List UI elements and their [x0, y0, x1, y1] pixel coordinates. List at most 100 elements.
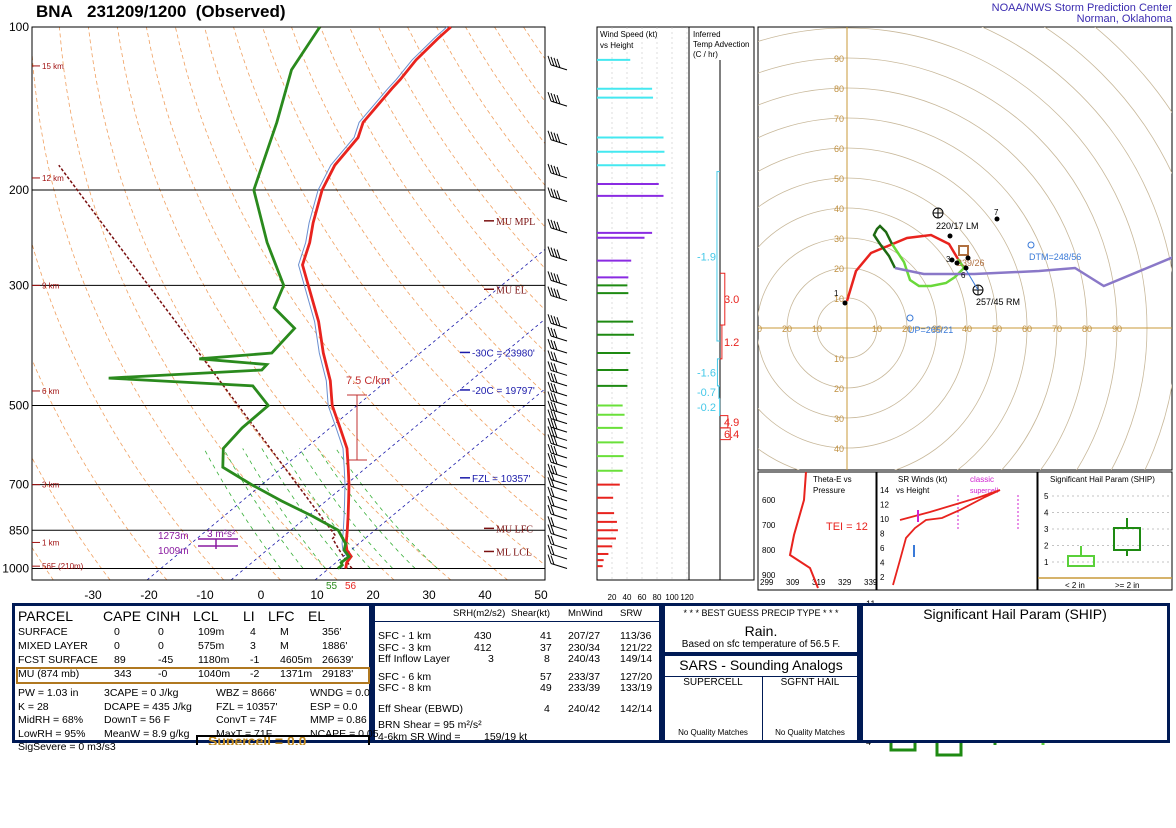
- barb-flag: [550, 382, 555, 393]
- hodo-x-label-neg: 90: [572, 324, 582, 334]
- kin-divider: [372, 621, 662, 622]
- wind-barb: [547, 409, 568, 425]
- wind-barb: [547, 400, 568, 416]
- barb-flag: [553, 93, 558, 104]
- srw-y-label: 12: [880, 501, 889, 510]
- kin-mnwind: 240/43: [568, 653, 601, 665]
- barb-flag: [553, 402, 558, 412]
- parcel-header: LI: [243, 608, 255, 624]
- wind-barb: [547, 504, 568, 520]
- barb-flag: [550, 419, 555, 429]
- wind-barb: [547, 477, 568, 492]
- ship-title: Significant Hail Param (SHIP): [1050, 475, 1155, 484]
- hodo-dot: [954, 260, 960, 266]
- skewt-frame: [31, 26, 546, 581]
- barb-flag: [550, 351, 555, 361]
- center-line2: Norman, Oklahoma: [1076, 13, 1172, 25]
- barb-flag: [550, 535, 555, 546]
- thetae-frame: [757, 471, 877, 591]
- kin-srw: 149/14: [620, 653, 653, 665]
- dewpoint-trace: [108, 26, 351, 570]
- barb-flag: [547, 434, 552, 444]
- inflow-top-label: 1273m: [158, 531, 189, 542]
- barb-flag: [550, 545, 555, 556]
- barb-flag: [547, 286, 552, 296]
- kin-mnwind: 233/39: [568, 682, 601, 694]
- adv-value: 1.2: [724, 337, 739, 349]
- hodo-x-label-neg: 60: [662, 324, 672, 334]
- thetae-y-label: 800: [762, 546, 776, 555]
- barb-flag: [556, 249, 561, 259]
- precip-title: * * * BEST GUESS PRECIP TYPE * * *: [683, 608, 839, 618]
- moist-adiabat: [242, 448, 326, 569]
- wspd-tick: 100: [665, 593, 679, 602]
- precip-basis: Based on sfc temperature of 56.5 F.: [681, 639, 841, 650]
- wspd-tick: 60: [638, 593, 647, 602]
- hodo-dot: [947, 233, 953, 239]
- barb-flag: [556, 289, 561, 299]
- inflow-bot-label: 1009m: [158, 546, 189, 557]
- c30-label: -30C = 23980': [472, 348, 535, 359]
- temp-tick-label: 0: [258, 588, 265, 602]
- mixing-ratio-line: [314, 388, 545, 580]
- parcel-cell: -1: [250, 654, 260, 666]
- hodo-y-label: 40: [834, 204, 844, 214]
- ship-y-label: 4: [1044, 509, 1049, 518]
- stp-title: Significant Hail Param (SHIP): [923, 606, 1107, 622]
- dry-adiabat: [117, 27, 452, 580]
- moist-adiabat: [223, 448, 304, 569]
- dry-adiabat: [32, 546, 54, 580]
- height-label: 6 km: [42, 387, 60, 396]
- kin-srw: 113/36: [620, 630, 652, 642]
- hodo-label-1: 1: [834, 289, 839, 298]
- kin-srw: 121/22: [620, 642, 653, 654]
- parcel-header: EL: [308, 608, 326, 624]
- barb-flag: [553, 165, 558, 176]
- c20-label: -20C = 19797': [472, 386, 535, 397]
- analogs-col2: SGFNT HAIL: [780, 677, 840, 688]
- barb-flag: [547, 426, 552, 436]
- index-cell: K = 28: [18, 700, 49, 713]
- ship-frame: [1037, 471, 1173, 591]
- hodo-x-label-neg: 10: [812, 324, 822, 334]
- dry-adiabat: [32, 47, 281, 580]
- skewt-panel: 100 200 300 500 700 850 1000 -30 -20 -10 0 10 20 30 40…: [2, 20, 548, 602]
- barb-flag: [547, 91, 552, 102]
- hodo-x-label: 30: [932, 324, 942, 334]
- barb-flag: [547, 371, 552, 382]
- barb-flag: [547, 391, 552, 401]
- barb-flag: [550, 372, 555, 383]
- skewt-clipped: [32, 27, 545, 580]
- barb-flag: [553, 420, 558, 430]
- hodo-dot: [963, 265, 969, 271]
- hodo-label-3: 3: [946, 255, 951, 264]
- kin-srh: 3: [488, 653, 494, 665]
- station-header: BNA 231209/1200 (Observed): [36, 2, 286, 22]
- mean-wind-marker: [958, 245, 969, 256]
- parcel-header: LFC: [268, 608, 295, 624]
- temp-tick-label: -20: [140, 588, 158, 602]
- wind-barbs: [547, 55, 568, 570]
- hodo-red: [845, 233, 960, 302]
- parcel-cell: FCST SURFACE: [18, 654, 98, 666]
- ship-y-label: 3: [1044, 525, 1049, 534]
- hodo-purple: [894, 256, 1172, 288]
- parcel-cell: 0: [158, 640, 164, 652]
- barb-flag: [550, 427, 555, 437]
- adv-frame: [688, 26, 755, 581]
- hodo-x-label: 20: [902, 324, 912, 334]
- parcel-trace: [58, 164, 353, 569]
- barb-flag: [553, 411, 558, 421]
- adv-value: 4.9: [724, 417, 739, 429]
- srw-y-label: 2: [880, 573, 885, 582]
- barb-flag: [550, 464, 555, 474]
- hodo-x-label: 40: [962, 324, 972, 334]
- hodo-x-label-neg: 70: [632, 324, 642, 334]
- wind-barb: [547, 55, 568, 71]
- index-cell: MMP = 0.86: [310, 714, 367, 726]
- srw-title2: vs Height: [896, 486, 930, 495]
- temperature-trace: [301, 25, 452, 569]
- barb-flag: [547, 554, 552, 564]
- kin-mnwind: 207/27: [568, 630, 601, 642]
- kin-srw: 142/14: [620, 703, 653, 715]
